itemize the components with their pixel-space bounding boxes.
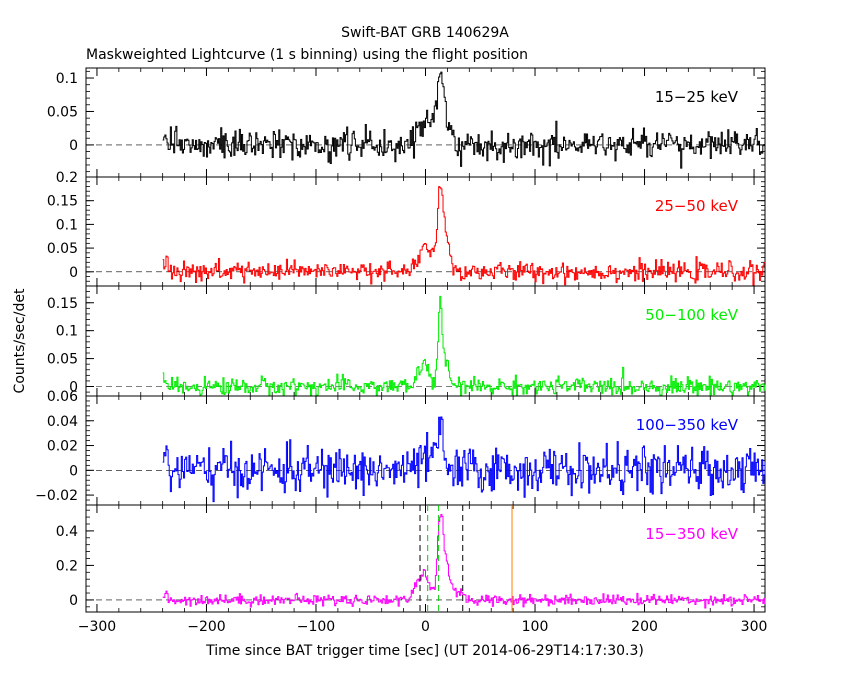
y-tick-label: 0.4 [56, 524, 78, 540]
y-tick-label: 0.1 [56, 324, 78, 340]
x-tick-label: −100 [297, 619, 335, 635]
series-line [162, 186, 766, 286]
y-tick-label: 0.1 [56, 217, 78, 233]
y-tick-label: 0.05 [47, 241, 78, 257]
x-tick-label: 0 [421, 619, 430, 635]
x-axis-label: Time since BAT trigger time [sec] (UT 20… [205, 643, 644, 659]
panels-group: 0 0.05 0.1 15−25 keV 0 0.05 0.1 0.15 0.2 25−50 ke… [35, 67, 768, 635]
y-tick-label: 0.05 [47, 104, 78, 120]
x-tick-label: −200 [187, 619, 225, 635]
y-tick-label: 0.05 [47, 352, 78, 368]
chart-subtitle: Maskweighted Lightcurve (1 s binning) us… [86, 47, 528, 63]
x-tick-label: 200 [631, 619, 658, 635]
y-tick-label: 0.02 [47, 439, 78, 455]
series-line [162, 71, 766, 169]
panel-3: 0 0.05 0.1 0.15 50−100 keV [47, 285, 766, 397]
y-tick-label: 0 [69, 265, 78, 281]
band-label: 15−350 keV [645, 525, 738, 543]
panel-4: −0.02 0 0.02 0.04 0.06 100−350 keV [35, 389, 766, 506]
y-axis-label: Counts/sec/det [12, 288, 28, 393]
panel-frame [85, 285, 766, 397]
y-tick-label: 0 [69, 380, 78, 396]
y-tick-label: 0.15 [47, 194, 78, 210]
series-line [162, 416, 766, 503]
y-tick-label: 0.1 [56, 71, 78, 87]
y-tick-label: 0.06 [47, 389, 78, 405]
series-line [162, 295, 766, 396]
x-tick-label: 300 [741, 619, 768, 635]
y-tick-label: −0.02 [35, 488, 78, 504]
panel-5: 0 0.2 0.4 −300 −200 −100 0 100 200 300 15−350 keV [56, 504, 768, 635]
panel-2: 0 0.05 0.1 0.15 0.2 25−50 keV [47, 170, 766, 287]
y-tick-label: 0.04 [47, 414, 78, 430]
band-label: 100−350 keV [636, 416, 739, 434]
y-tick-label: 0 [69, 593, 78, 609]
y-tick-label: 0 [69, 463, 78, 479]
y-tick-label: 0 [69, 138, 78, 154]
x-tick-label: 100 [522, 619, 549, 635]
band-label: 50−100 keV [645, 306, 738, 324]
band-label: 25−50 keV [655, 197, 739, 215]
y-tick-label: 0.15 [47, 296, 78, 312]
band-label: 15−25 keV [655, 88, 739, 106]
y-tick-label: 0.2 [56, 170, 78, 186]
chart-title: Swift-BAT GRB 140629A [341, 25, 509, 41]
y-tick-label: 0.2 [56, 558, 78, 574]
panel-frame [85, 504, 766, 613]
series-line [162, 514, 766, 609]
x-tick-label: −300 [78, 619, 116, 635]
panel-1: 0 0.05 0.1 15−25 keV [47, 67, 766, 178]
